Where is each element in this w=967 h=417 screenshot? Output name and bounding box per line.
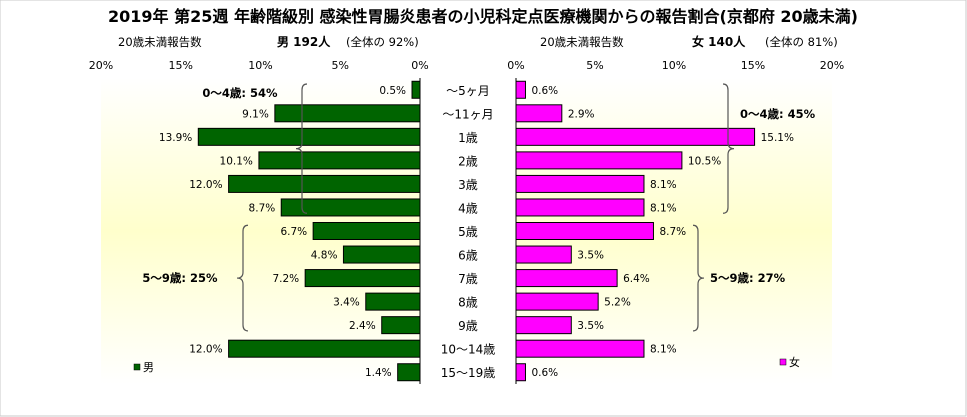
bar-right [515, 339, 645, 358]
bar-right [515, 269, 618, 288]
data-label-left: 9.1% [242, 108, 269, 120]
data-label-right: 8.7% [659, 226, 686, 238]
panel-count-left: 男 192人 [277, 34, 331, 49]
group-brace-right [722, 83, 735, 214]
category-label: 5歳 [458, 225, 478, 239]
panel-caption-left: 20歳未満報告数 [118, 35, 202, 49]
group-label-right: 0～4歳: 45% [740, 107, 816, 121]
bar-right [515, 363, 526, 382]
bar-left [228, 174, 421, 193]
data-label-left: 12.0% [189, 179, 222, 191]
data-label-right: 10.5% [688, 155, 721, 167]
category-label: 10～14歳 [441, 343, 496, 357]
data-label-right: 2.9% [568, 108, 595, 120]
data-label-left: 8.7% [249, 202, 276, 214]
group-brace-left [295, 83, 308, 214]
panel-share-right: (全体の 81%) [765, 35, 838, 49]
data-label-right: 6.4% [623, 273, 650, 285]
category-label: 15～19歳 [441, 366, 496, 380]
group-label-right: 5～9歳: 27% [710, 271, 786, 285]
x-tick-label-left: 20% [89, 59, 113, 72]
data-label-left: 4.8% [311, 250, 338, 262]
x-tick-label-right: 0% [507, 59, 524, 72]
data-label-right: 3.5% [577, 320, 604, 332]
category-label: 6歳 [458, 249, 478, 263]
x-tick-label-left: 10% [248, 59, 272, 72]
group-brace-left [236, 224, 249, 332]
bar-left [365, 292, 421, 311]
chart-title: 2019年 第25週 年齢階級別 感染性胃腸炎患者の小児科定点医療機関からの報告… [108, 7, 858, 26]
bar-left [228, 339, 421, 358]
data-label-right: 3.5% [577, 250, 604, 262]
category-label: 7歳 [458, 272, 478, 286]
data-label-left: 3.4% [333, 297, 360, 309]
bar-left [397, 363, 421, 382]
data-label-left: 13.9% [159, 132, 192, 144]
data-label-right: 15.1% [761, 132, 794, 144]
legend-swatch-right [779, 358, 787, 366]
data-label-left: 12.0% [189, 344, 222, 356]
bar-right [515, 245, 572, 264]
bar-right [515, 151, 683, 170]
bar-right [515, 222, 654, 240]
group-label-left: 0～4歳: 54% [202, 86, 278, 100]
x-tick-label-left: 0% [411, 59, 428, 72]
bar-right [515, 127, 756, 146]
bar-right [515, 292, 599, 311]
data-label-left: 2.4% [349, 320, 376, 332]
bar-left [304, 269, 421, 288]
category-label: 8歳 [458, 296, 478, 310]
group-label-left: 5～9歳: 25% [142, 271, 218, 285]
panel-share-left: (全体の 92%) [346, 35, 419, 49]
bar-left [411, 80, 421, 99]
chart-layer: 20歳未満報告数 男 192人 (全体の 92%) 0% 5% 10% 15% 20% 0.5%… [89, 34, 844, 384]
bar-right [515, 316, 572, 335]
legend-label-left: 男 [143, 361, 154, 374]
data-label-right: 0.6% [531, 85, 558, 97]
data-label-left: 10.1% [220, 155, 253, 167]
x-tick-label-left: 5% [332, 59, 349, 72]
bar-left [381, 316, 421, 335]
data-label-right: 5.2% [604, 297, 631, 309]
category-label: 3歳 [458, 178, 478, 192]
group-brace-right [692, 224, 705, 332]
panel-count-right: 女 140人 [692, 34, 746, 49]
bar-left [258, 151, 421, 170]
bar-left [342, 245, 421, 264]
legend-swatch-left [133, 363, 141, 371]
category-label: 9歳 [458, 319, 478, 333]
data-label-left: 1.4% [365, 367, 392, 379]
bar-left [312, 222, 421, 240]
data-label-left: 7.2% [272, 273, 299, 285]
category-label: 2歳 [458, 154, 478, 168]
data-label-right: 8.1% [650, 344, 677, 356]
category-label: ～5ヶ月 [446, 84, 490, 98]
x-tick-label-left: 15% [169, 59, 193, 72]
data-label-left: 0.5% [379, 85, 406, 97]
data-label-right: 8.1% [650, 202, 677, 214]
x-tick-label-right: 10% [662, 59, 686, 72]
bar-right [515, 104, 563, 123]
category-label: 4歳 [458, 201, 478, 215]
bar-left [197, 127, 421, 146]
bar-left [274, 104, 421, 123]
data-label-left: 6.7% [280, 226, 307, 238]
data-label-right: 0.6% [531, 367, 558, 379]
bar-right [515, 198, 645, 217]
x-tick-label-right: 15% [741, 59, 765, 72]
category-label: 1歳 [458, 131, 478, 145]
bar-right [515, 80, 526, 99]
category-label: ～11ヶ月 [442, 107, 493, 121]
bar-right [515, 174, 645, 193]
legend-label-right: 女 [789, 355, 800, 369]
panel-caption-right: 20歳未満報告数 [540, 35, 624, 49]
x-tick-label-right: 20% [820, 59, 844, 72]
x-tick-label-right: 5% [586, 59, 603, 72]
data-label-right: 8.1% [650, 179, 677, 191]
